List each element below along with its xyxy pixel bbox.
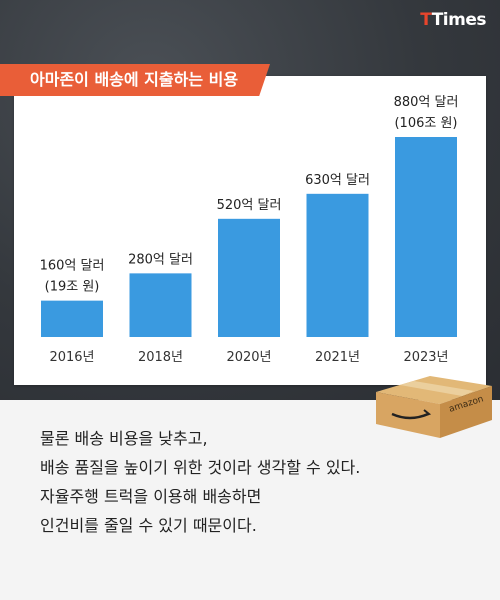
category-label: 2016년	[49, 350, 94, 365]
data-label: (19조 원)	[45, 280, 100, 295]
body-line: 배송 품질을 높이기 위한 것이라 생각할 수 있다.	[40, 458, 361, 477]
category-label: 2018년	[138, 350, 183, 365]
box-side	[440, 386, 492, 438]
category-label: 2020년	[226, 350, 271, 365]
data-label: (106조 원)	[394, 116, 457, 131]
amazon-arrow-icon	[422, 409, 432, 417]
body-line: 물론 배송 비용을 낮추고,	[40, 429, 208, 448]
body-line: 인건비를 줄일 수 있기 때문이다.	[40, 516, 257, 535]
box-front	[376, 392, 440, 438]
bar	[306, 193, 369, 337]
category-label: 2021년	[315, 350, 360, 365]
chart-title: 아마존이 배송에 지출하는 비용	[0, 64, 270, 96]
bar	[218, 218, 280, 337]
data-label: 520억 달러	[217, 198, 282, 213]
data-label: 630억 달러	[305, 173, 370, 188]
data-label: 880억 달러	[394, 95, 459, 110]
category-label: 2023년	[403, 350, 448, 365]
box-tape	[400, 381, 474, 396]
bar	[129, 273, 192, 337]
amazon-box-illustration: amazon	[376, 376, 492, 438]
bar-chart: 160억 달러 (19조 원) 2016년 280억 달러 2018년 520억 달러 20…	[40, 95, 459, 365]
body-line: 자율주행 트럭을 이용해 배송하면	[40, 487, 262, 506]
body-text: 물론 배송 비용을 낮추고, 배송 품질을 높이기 위한 것이라 생각할 수 있…	[40, 424, 480, 540]
data-label: 160억 달러	[40, 259, 105, 274]
brand-logo: TTimes	[420, 10, 486, 30]
bar	[41, 300, 103, 337]
bar	[395, 137, 457, 337]
data-label: 280억 달러	[128, 252, 193, 267]
